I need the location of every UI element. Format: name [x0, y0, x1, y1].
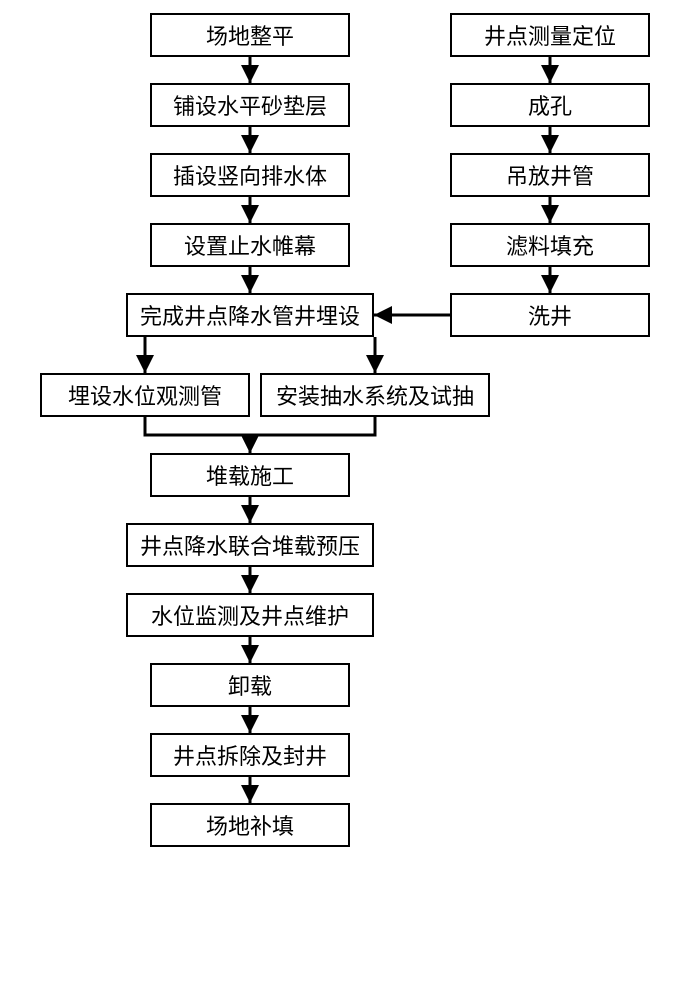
flow-node-r4: 滤料填充 [450, 223, 650, 267]
flow-node-r3: 吊放井管 [450, 153, 650, 197]
flow-node-c1: 堆载施工 [150, 453, 350, 497]
flow-node-c6: 场地补填 [150, 803, 350, 847]
flow-node-label: 成孔 [528, 89, 572, 121]
flow-node-label: 完成井点降水管井埋设 [140, 299, 360, 331]
flow-node-label: 吊放井管 [506, 159, 594, 191]
flow-node-l4: 设置止水帷幕 [150, 223, 350, 267]
flow-node-label: 洗井 [528, 299, 572, 331]
flow-node-label: 插设竖向排水体 [173, 159, 327, 191]
flow-node-label: 滤料填充 [506, 229, 594, 261]
flow-node-c3: 水位监测及井点维护 [126, 593, 374, 637]
flow-node-r5: 洗井 [450, 293, 650, 337]
flow-node-label: 安装抽水系统及试抽 [276, 379, 474, 411]
flow-node-label: 场地整平 [206, 19, 294, 51]
flow-node-b2: 安装抽水系统及试抽 [260, 373, 490, 417]
flow-node-label: 井点降水联合堆载预压 [140, 529, 360, 561]
flow-node-l2: 铺设水平砂垫层 [150, 83, 350, 127]
flow-node-r1: 井点测量定位 [450, 13, 650, 57]
flow-node-label: 水位监测及井点维护 [151, 599, 349, 631]
flow-node-c5: 井点拆除及封井 [150, 733, 350, 777]
flow-node-label: 设置止水帷幕 [184, 229, 316, 261]
flow-node-label: 卸载 [228, 669, 272, 701]
flow-node-l5: 完成井点降水管井埋设 [126, 293, 374, 337]
flow-node-l3: 插设竖向排水体 [150, 153, 350, 197]
flow-node-label: 井点测量定位 [484, 19, 616, 51]
flow-node-c4: 卸载 [150, 663, 350, 707]
flow-node-r2: 成孔 [450, 83, 650, 127]
flow-node-c2: 井点降水联合堆载预压 [126, 523, 374, 567]
flow-node-label: 埋设水位观测管 [68, 379, 222, 411]
flow-node-label: 铺设水平砂垫层 [173, 89, 327, 121]
flow-node-label: 井点拆除及封井 [173, 739, 327, 771]
flow-node-l1: 场地整平 [150, 13, 350, 57]
flow-node-label: 场地补填 [206, 809, 294, 841]
flow-node-b1: 埋设水位观测管 [40, 373, 250, 417]
flow-node-label: 堆载施工 [206, 459, 294, 491]
